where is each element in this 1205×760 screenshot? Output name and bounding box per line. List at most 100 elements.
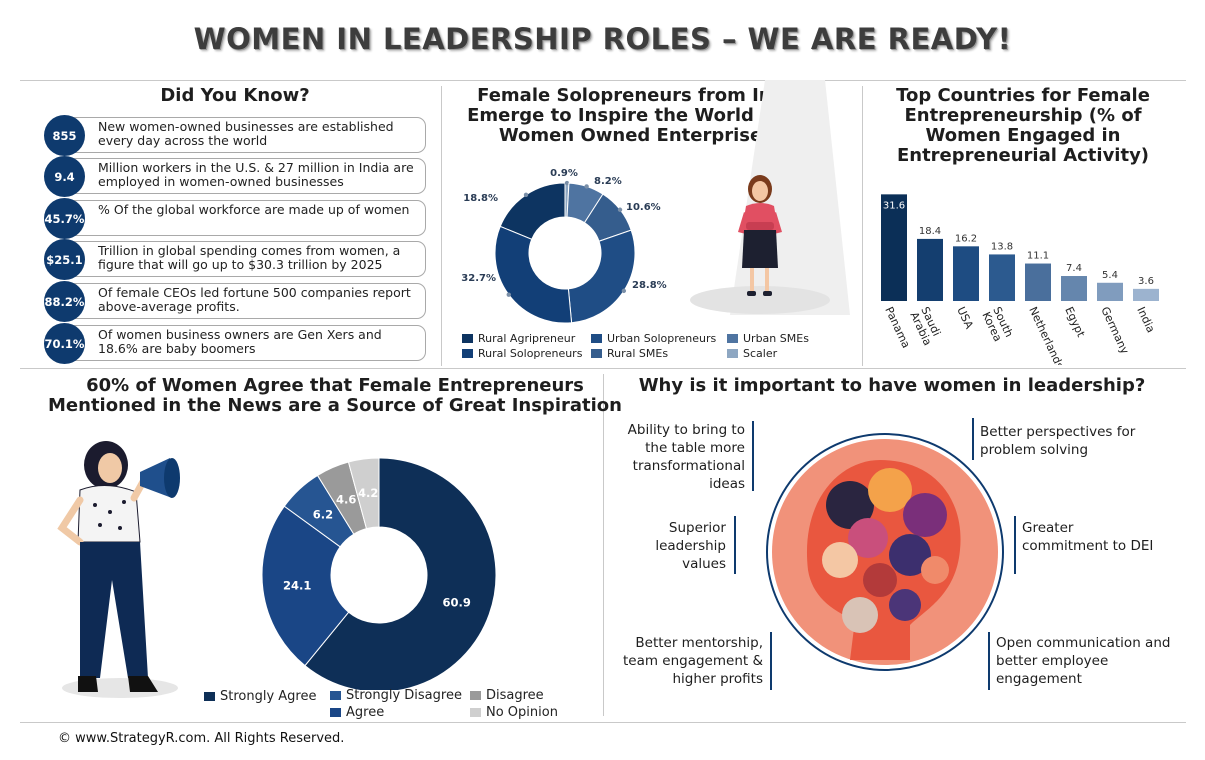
- legend-swatch: [330, 708, 341, 717]
- legend-label: Rural Solopreneurs: [478, 347, 583, 360]
- divider: [441, 86, 442, 366]
- bar-category-label: Egypt: [1062, 305, 1087, 340]
- legend-swatch: [591, 334, 602, 343]
- fact-value-badge: 45.7%: [44, 198, 85, 239]
- bar-category-label: Panama: [882, 305, 912, 350]
- why-point-text: Better perspectives for problem solving: [980, 424, 1136, 458]
- bar-category-label: Netherlands: [1026, 305, 1066, 365]
- fact-value-badge: 88.2%: [44, 281, 85, 322]
- legend-swatch: [462, 349, 473, 358]
- bar: [881, 194, 907, 301]
- bar: [953, 246, 979, 301]
- slice-label: 0.9%: [550, 168, 578, 179]
- fact-value-badge: 9.4: [44, 156, 85, 197]
- slice-label: 6.2: [313, 508, 333, 522]
- why-point-bracket: [734, 516, 736, 574]
- fact-box: Of women business owners are Gen Xers an…: [62, 325, 426, 361]
- legend-entry: Strongly Disagree: [330, 688, 462, 703]
- legend-entry: Scaler: [727, 347, 777, 360]
- legend-entry: Rural Solopreneurs: [462, 347, 582, 360]
- slice-label: 10.6%: [626, 202, 661, 213]
- fact-item: % Of the global workforce are made up of…: [44, 198, 426, 239]
- donut-slice: [567, 229, 636, 324]
- why-point-bracket: [752, 421, 754, 491]
- bar-category-label: USA: [954, 305, 976, 332]
- slice-label: 60.9: [443, 596, 471, 610]
- donut-slice: [262, 505, 350, 667]
- slice-label: 8.2%: [594, 176, 622, 187]
- divider: [20, 80, 1186, 81]
- slice-label: 18.8%: [463, 193, 498, 204]
- bar-value-label: 31.6: [883, 200, 905, 211]
- slice-label: 32.7%: [461, 273, 496, 284]
- fact-item: Million workers in the U.S. & 27 million…: [44, 156, 426, 197]
- legend-swatch: [330, 691, 341, 700]
- fact-box: % Of the global workforce are made up of…: [62, 200, 426, 236]
- fact-box: Trillion in global spending comes from w…: [62, 241, 426, 277]
- legend-swatch: [591, 349, 602, 358]
- bar-value-label: 16.2: [955, 233, 977, 244]
- why-point-text: Open communication and better employee e…: [996, 635, 1171, 687]
- inspiration-donut-chart: 60.9 24.1 6.24.6 4.2: [262, 457, 497, 690]
- fact-box: New women-owned businesses are establish…: [62, 117, 426, 153]
- bar: [1025, 263, 1051, 301]
- woman-megaphone-icon: [57, 441, 180, 698]
- bar-value-label: 11.1: [1027, 251, 1049, 262]
- diverse-women-silhouette-icon: [766, 433, 1004, 671]
- legend-label: Rural SMEs: [607, 347, 669, 360]
- slice-label-marker: [506, 292, 511, 297]
- bar-value-label: 13.8: [991, 241, 1013, 252]
- divider: [20, 722, 1186, 723]
- bar: [1133, 288, 1159, 301]
- donut-slice: [494, 225, 573, 324]
- legend-entry: Rural Agripreneur: [462, 332, 575, 345]
- legend-entry: Urban SMEs: [727, 332, 809, 345]
- legend-label: Agree: [346, 705, 385, 720]
- fact-box: Million workers in the U.S. & 27 million…: [62, 158, 426, 194]
- legend-entry: Rural SMEs: [591, 347, 668, 360]
- bar: [1061, 276, 1087, 301]
- bar-value-label: 3.6: [1138, 276, 1154, 287]
- slice-label-marker: [621, 288, 627, 294]
- legend-entry: Urban Solopreneurs: [591, 332, 716, 345]
- why-point-bracket: [988, 632, 990, 690]
- bar-category-label: India: [1134, 305, 1157, 335]
- why-point-bracket: [972, 418, 974, 460]
- why-point-text: Better mentorship, team engagement & hig…: [622, 635, 763, 687]
- solopreneurs-donut-chart: 18.8% 0.9% 8.2% 10.6% 28.8% 32.7%: [461, 168, 667, 324]
- why-point-bracket: [1014, 516, 1016, 574]
- fact-text: Of female CEOs led fortune 500 companies…: [98, 285, 411, 314]
- top-countries-bar-chart: 31.6 Panama 18.4 SaudiArabia 16.2 USA 13.8 Sout…: [881, 194, 1159, 365]
- fact-box: Of female CEOs led fortune 500 companies…: [62, 283, 426, 319]
- bar-category-label: Germany: [1098, 305, 1131, 357]
- legend-label: Strongly Agree: [220, 689, 317, 704]
- why-point-text: Ability to bring to the table more trans…: [627, 422, 745, 492]
- slice-label-marker: [523, 192, 529, 198]
- woman-standing-icon: [690, 80, 850, 315]
- bar-value-label: 7.4: [1066, 263, 1082, 274]
- fact-item: Of female CEOs led fortune 500 companies…: [44, 281, 426, 322]
- top-countries-chart-title: Top Countries for Female Entrepreneurshi…: [896, 85, 1150, 167]
- legend-label: Rural Agripreneur: [478, 332, 576, 345]
- slice-label-marker: [564, 180, 570, 186]
- why-leadership-title: Why is it important to have women in lea…: [638, 375, 1146, 396]
- legend-label: Strongly Disagree: [346, 688, 462, 703]
- divider: [862, 86, 863, 366]
- fact-text: Million workers in the U.S. & 27 million…: [98, 160, 414, 189]
- fact-text: Of women business owners are Gen Xers an…: [98, 327, 382, 356]
- fact-value-badge: $25.1: [44, 239, 85, 280]
- fact-value-badge: 855: [44, 115, 85, 156]
- bar: [1097, 282, 1123, 301]
- donut-slice: [347, 457, 380, 530]
- why-point-text: Greater commitment to DEI: [1022, 520, 1154, 554]
- legend-swatch: [204, 692, 215, 701]
- bar-value-label: 18.4: [919, 226, 941, 237]
- fact-value-badge: 70.1%: [44, 323, 85, 364]
- bar-value-label: 5.4: [1102, 270, 1118, 281]
- slice-label: 24.1: [283, 579, 311, 593]
- legend-label: No Opinion: [486, 705, 558, 720]
- donut-slice: [304, 457, 497, 690]
- solopreneurs-chart-title: Female Solopreneurs from India Emerge to…: [467, 85, 813, 147]
- fact-text: % Of the global workforce are made up of…: [98, 202, 410, 217]
- bar: [917, 238, 943, 301]
